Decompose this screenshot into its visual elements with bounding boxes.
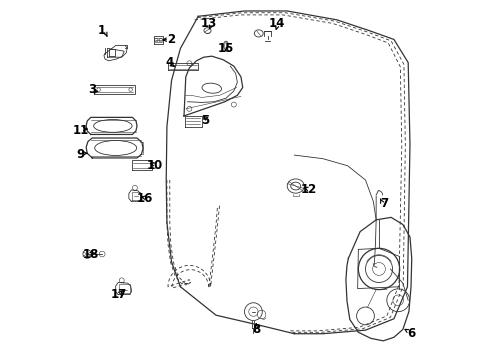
Text: 13: 13 <box>201 17 217 30</box>
Text: 2: 2 <box>167 33 175 46</box>
Text: 11: 11 <box>73 124 89 137</box>
Text: 12: 12 <box>300 184 316 197</box>
Text: 3: 3 <box>88 83 96 96</box>
Text: 16: 16 <box>137 192 153 205</box>
Text: 15: 15 <box>217 42 234 55</box>
Text: 18: 18 <box>82 248 99 261</box>
Text: 17: 17 <box>111 288 127 301</box>
Text: 6: 6 <box>406 327 414 340</box>
Text: 14: 14 <box>268 17 284 30</box>
Text: 9: 9 <box>77 148 85 161</box>
Text: 8: 8 <box>252 323 260 336</box>
Text: 4: 4 <box>165 56 174 69</box>
Text: 7: 7 <box>379 197 387 210</box>
Text: 10: 10 <box>146 159 163 172</box>
Text: 5: 5 <box>201 114 209 127</box>
Text: 1: 1 <box>98 24 106 37</box>
